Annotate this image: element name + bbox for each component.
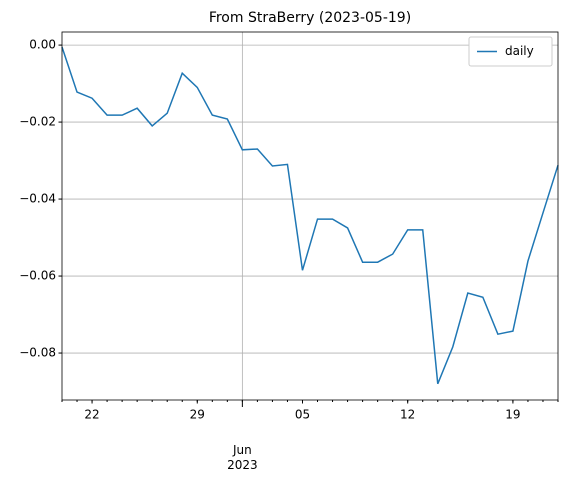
x-tick-label: Jun 2023	[227, 443, 258, 472]
y-tick-label: −0.08	[19, 346, 56, 360]
chart-title: From StraBerry (2023-05-19)	[209, 10, 411, 26]
x-tick-label: 29	[190, 408, 205, 422]
y-tick-label: −0.02	[19, 115, 56, 129]
legend-label: daily	[505, 44, 534, 58]
x-tick-label: 05	[295, 408, 310, 422]
x-tick-label: 22	[84, 408, 99, 422]
plot-frame	[61, 31, 559, 401]
y-tick-label: −0.04	[19, 192, 56, 206]
legend-box	[468, 36, 553, 67]
y-tick-label: 0.00	[29, 38, 56, 52]
line-series	[61, 46, 559, 385]
x-tick-label: 12	[400, 408, 415, 422]
x-tick-label: 19	[505, 408, 520, 422]
y-tick-label: −0.06	[19, 269, 56, 283]
